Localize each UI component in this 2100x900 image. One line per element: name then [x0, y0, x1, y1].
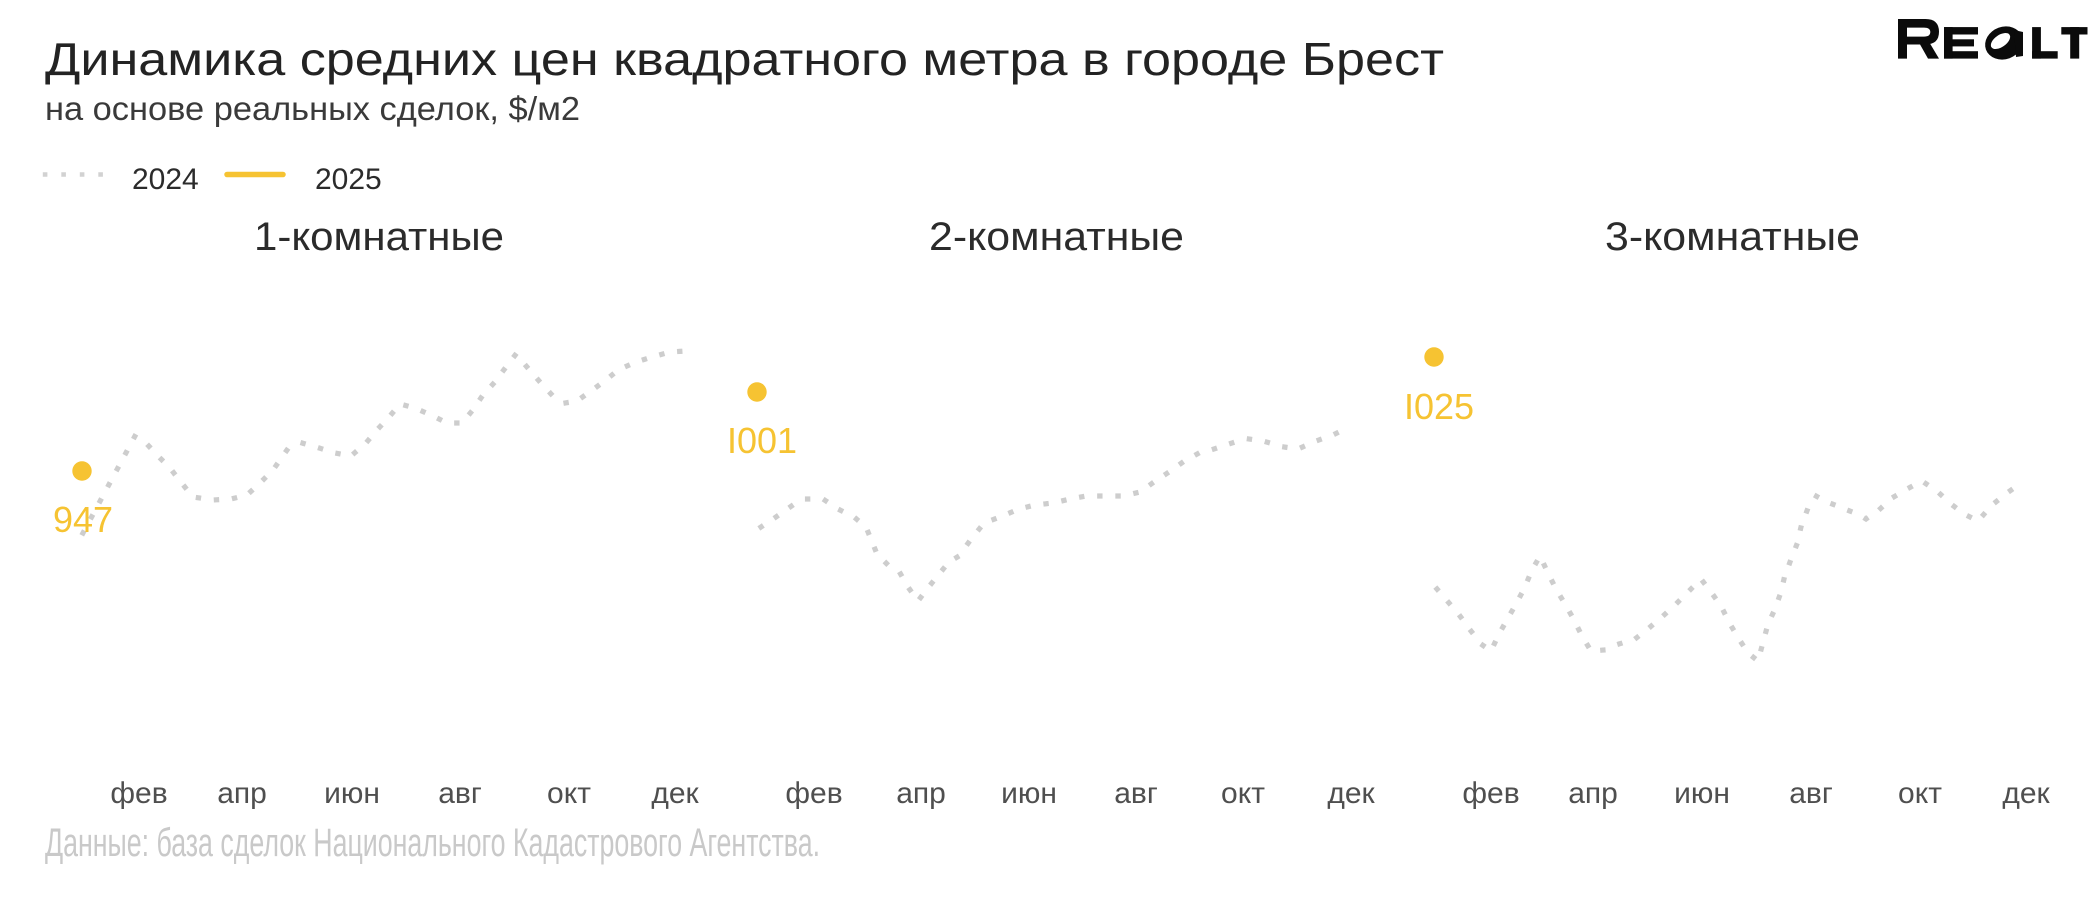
- svg-text:1-комнатные: 1-комнатные: [254, 215, 504, 259]
- svg-text:фев: фев: [110, 777, 167, 810]
- svg-text:Данные: база сделок Национальн: Данные: база сделок Национального Кадаст…: [45, 821, 820, 865]
- svg-text:окт: окт: [1898, 777, 1942, 810]
- svg-text:июн: июн: [1674, 777, 1730, 810]
- svg-text:2024: 2024: [132, 163, 199, 196]
- svg-text:фев: фев: [785, 777, 842, 810]
- svg-text:дек: дек: [651, 777, 699, 810]
- svg-text:2-комнатные: 2-комнатные: [929, 215, 1184, 259]
- svg-text:окт: окт: [1221, 777, 1265, 810]
- svg-text:I025: I025: [1404, 386, 1474, 427]
- svg-text:авг: авг: [1114, 777, 1158, 810]
- svg-text:947: 947: [53, 499, 113, 540]
- svg-text:авг: авг: [1789, 777, 1833, 810]
- svg-text:фев: фев: [1462, 777, 1519, 810]
- svg-text:дек: дек: [2002, 777, 2050, 810]
- svg-text:июн: июн: [324, 777, 380, 810]
- svg-text:I001: I001: [727, 420, 797, 461]
- svg-text:3-комнатные: 3-комнатные: [1605, 215, 1860, 259]
- svg-text:окт: окт: [547, 777, 591, 810]
- svg-text:апр: апр: [217, 777, 267, 810]
- svg-text:на основе реальных сделок, $/м: на основе реальных сделок, $/м2: [45, 90, 580, 127]
- svg-text:дек: дек: [1327, 777, 1375, 810]
- svg-text:июн: июн: [1001, 777, 1057, 810]
- svg-text:авг: авг: [438, 777, 482, 810]
- svg-text:апр: апр: [896, 777, 946, 810]
- svg-text:апр: апр: [1568, 777, 1618, 810]
- svg-text:Динамика средних цен квадратно: Динамика средних цен квадратного метра в…: [45, 33, 1444, 85]
- svg-text:2025: 2025: [315, 163, 382, 196]
